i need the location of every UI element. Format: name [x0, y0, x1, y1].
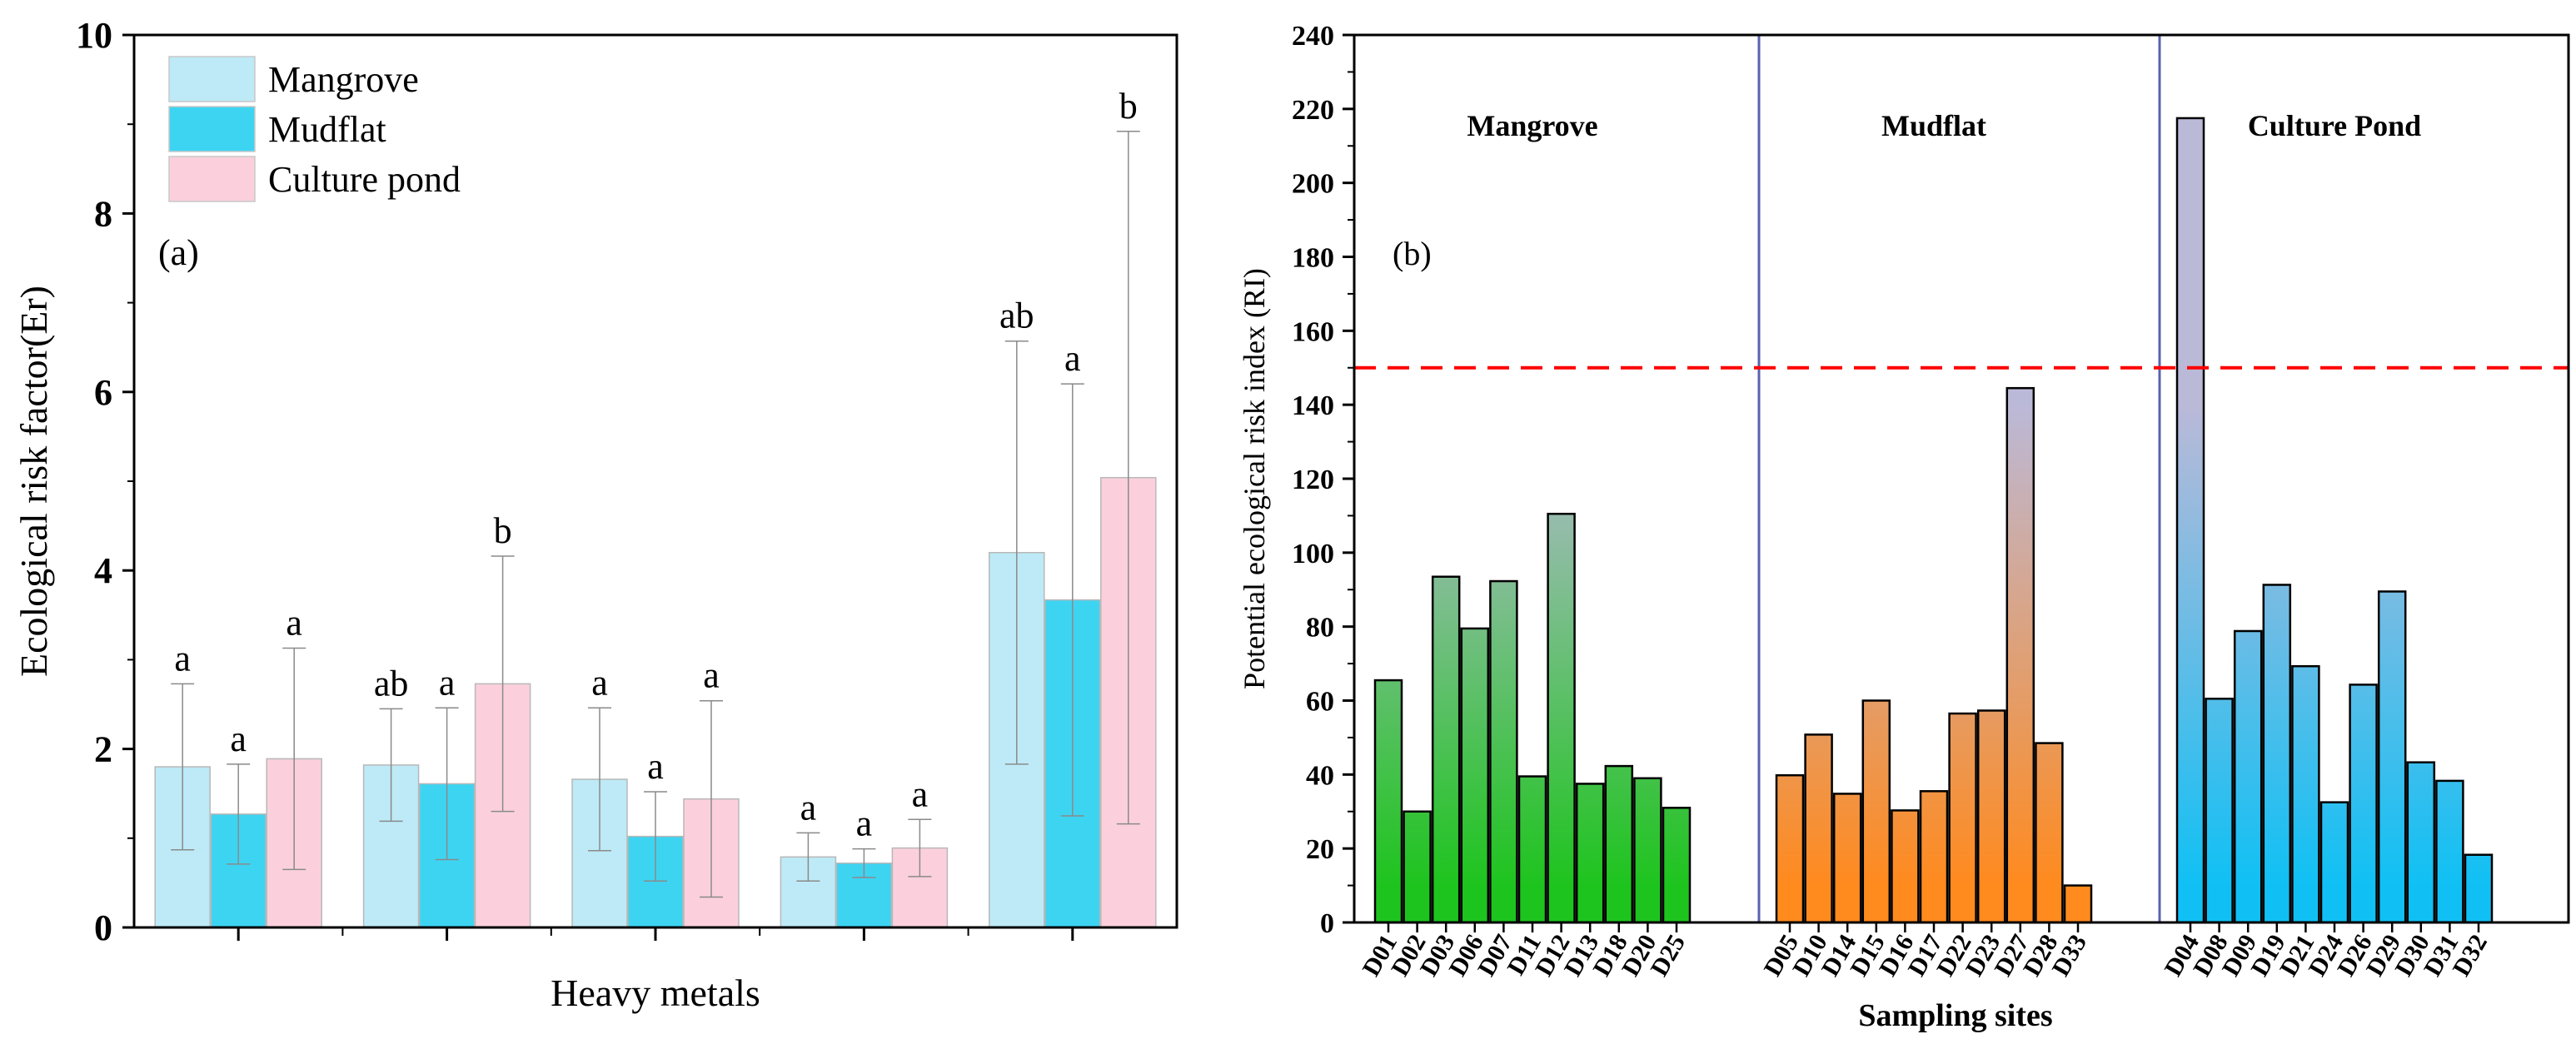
- legend-swatch: [168, 156, 256, 202]
- bar: [1604, 764, 1634, 924]
- bar: [2464, 853, 2494, 924]
- y-tick-label: 140: [1292, 390, 1334, 421]
- y-tick-label: 10: [76, 15, 112, 56]
- y-tick-label: 8: [94, 193, 112, 234]
- bar: [2291, 664, 2320, 924]
- bar: [1861, 699, 1891, 924]
- bar: [1662, 807, 1692, 924]
- panel-b-bars: Mangrove Mudflat Culture Pond: [1354, 35, 2569, 924]
- bar: [1547, 512, 1576, 924]
- y-tick-label: 40: [1306, 760, 1334, 791]
- y-tick-label: 2: [94, 729, 112, 770]
- legend-swatch: [168, 56, 256, 102]
- bar: [1804, 733, 1833, 924]
- bar: [2205, 698, 2234, 924]
- significance-letter: a: [591, 662, 608, 703]
- panel-a-legend: Mangrove Mudflat Culture pond: [168, 56, 461, 202]
- y-tick-label: 160: [1292, 316, 1334, 347]
- panel-b: 020406080100120140160180200220240D01D02D…: [1238, 21, 2570, 1033]
- bar: [2349, 684, 2378, 924]
- y-tick-label: 180: [1292, 243, 1334, 274]
- bar: [1919, 790, 1949, 924]
- significance-letter: ab: [999, 296, 1034, 336]
- significance-letter: a: [1064, 338, 1081, 379]
- significance-letter: b: [1119, 86, 1138, 127]
- bar: [2262, 584, 2292, 924]
- bar: [2377, 590, 2407, 924]
- bar: [1976, 709, 2006, 924]
- bar: [2005, 386, 2035, 924]
- bar: [2435, 779, 2464, 924]
- panel-a-ylabel: Ecological risk factor(Er): [12, 286, 55, 677]
- panel-b-frame: [1353, 33, 2570, 924]
- bar: [1517, 775, 1547, 924]
- bar: [1832, 793, 1862, 924]
- y-tick-label: 0: [1320, 908, 1334, 939]
- y-tick-label: 100: [1292, 539, 1334, 569]
- y-tick-label: 80: [1306, 613, 1334, 644]
- y-tick-label: 60: [1306, 687, 1334, 718]
- bar: [1460, 627, 1490, 924]
- bar: [1575, 783, 1605, 924]
- panel-a-label: (a): [158, 232, 199, 273]
- legend-label: Culture pond: [268, 159, 461, 200]
- y-tick-label: 200: [1292, 169, 1334, 200]
- bar: [1891, 809, 1920, 924]
- legend-label: Mangrove: [268, 59, 419, 100]
- bar: [1373, 679, 1403, 924]
- bar: [2175, 117, 2205, 924]
- group-label: Culture Pond: [2248, 109, 2421, 142]
- significance-letter: a: [230, 718, 247, 759]
- panel-b-label: (b): [1393, 235, 1432, 272]
- significance-letter: a: [703, 655, 720, 696]
- bar: [1775, 773, 1805, 924]
- panel-b-ylabel: Potential ecological risk index (RI): [1238, 268, 1271, 689]
- group-label: Mangrove: [1467, 109, 1597, 142]
- panel-a-xlabel: Heavy metals: [551, 972, 760, 1014]
- panel-b-xlabel: Sampling sites: [1858, 998, 2052, 1033]
- y-tick-label: 0: [94, 907, 112, 948]
- significance-letter: a: [439, 662, 456, 703]
- panel-a-axes: 0 2 4 6 8 10: [76, 15, 1074, 948]
- bar: [2406, 761, 2436, 924]
- significance-letter: a: [647, 746, 664, 787]
- y-tick-label: 120: [1292, 465, 1334, 495]
- legend-swatch: [168, 106, 256, 152]
- significance-letter: ab: [374, 663, 409, 703]
- y-tick-label: 220: [1292, 95, 1334, 126]
- y-tick-label: 4: [94, 550, 112, 591]
- significance-letter: b: [494, 510, 512, 551]
- bar: [1403, 810, 1432, 924]
- panel-a-frame: [132, 33, 1178, 929]
- legend-label: Mudflat: [268, 109, 386, 150]
- significance-letter: a: [856, 803, 873, 844]
- bar: [2233, 629, 2263, 924]
- x-tick-label: D32: [2448, 930, 2493, 981]
- bar: [2035, 742, 2064, 924]
- bar: [1431, 575, 1461, 924]
- y-tick-label: 20: [1306, 834, 1334, 865]
- significance-letter: a: [286, 602, 302, 643]
- bar: [2319, 801, 2349, 924]
- significance-letter: a: [800, 787, 817, 828]
- y-tick-label: 6: [94, 372, 112, 413]
- y-tick-label: 240: [1292, 21, 1334, 52]
- bar: [2063, 884, 2093, 924]
- x-tick-label: D33: [2047, 930, 2092, 981]
- bar: [1489, 579, 1518, 924]
- bar: [1633, 777, 1662, 924]
- group-label: Mudflat: [1881, 109, 1986, 142]
- bar: [1948, 712, 1977, 924]
- significance-letter: a: [912, 773, 929, 814]
- significance-letter: a: [174, 638, 191, 679]
- x-tick-label: D25: [1646, 930, 1691, 981]
